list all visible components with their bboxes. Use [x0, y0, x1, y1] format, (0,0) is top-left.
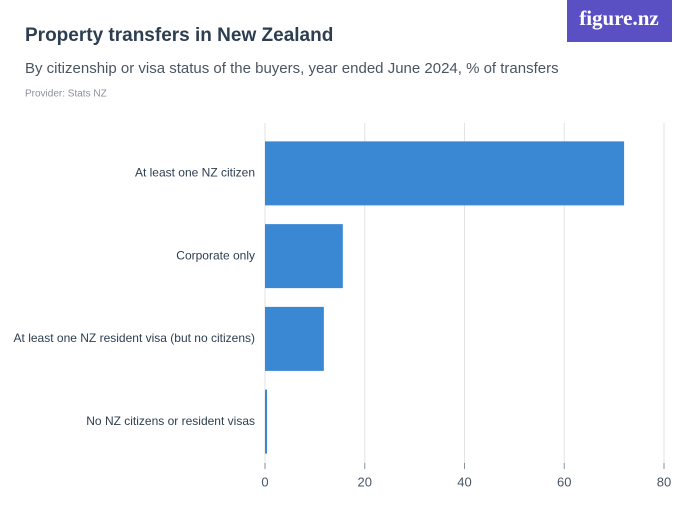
bar — [265, 306, 324, 371]
bar — [265, 224, 343, 289]
provider: Provider: Stats NZ — [25, 89, 107, 100]
x-tick-label: 20 — [358, 474, 372, 489]
y-tick-label: No NZ citizens or resident visas — [86, 414, 255, 428]
x-tick-label: 80 — [657, 474, 671, 489]
chart-title: Property transfers in New Zealand — [25, 25, 333, 46]
y-tick-label: Corporate only — [176, 248, 255, 262]
y-tick-label: At least one NZ resident visa (but no ci… — [14, 331, 255, 345]
x-tick-label: 0 — [261, 474, 268, 489]
logo: figure.nz — [579, 6, 659, 30]
logo-box — [567, 0, 672, 42]
x-tick-label: 40 — [457, 474, 471, 489]
x-tick-label: 60 — [557, 474, 571, 489]
bar — [265, 141, 625, 206]
bar — [265, 389, 267, 454]
chart-subtitle: By citizenship or visa status of the buy… — [25, 60, 559, 77]
y-tick-label: At least one NZ citizen — [135, 166, 255, 180]
